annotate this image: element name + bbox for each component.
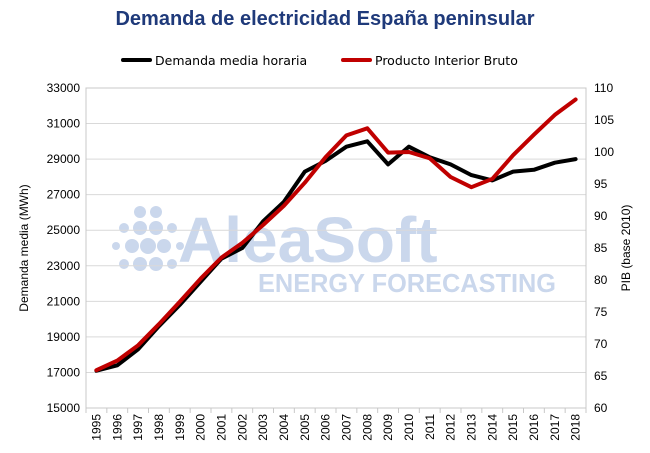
x-tick-label-2008: 2008	[360, 414, 374, 441]
watermark-dot-5	[167, 223, 177, 233]
y-tick-label-left-8: 31000	[47, 117, 81, 131]
x-tick-label-2011: 2011	[423, 414, 437, 440]
x-tick-label-2002: 2002	[235, 414, 249, 441]
grid-lines	[86, 87, 586, 409]
x-tick-label-2017: 2017	[548, 414, 562, 441]
y-tick-label-left-3: 21000	[47, 294, 81, 308]
y-tick-label-left-1: 17000	[47, 365, 81, 379]
y-tick-label-right-4: 80	[594, 273, 608, 287]
y-tick-label-right-6: 90	[594, 209, 608, 223]
y-tick-label-left-6: 27000	[47, 188, 81, 202]
watermark-dots-icon	[112, 206, 184, 271]
y-tick-label-left-7: 29000	[47, 152, 81, 166]
left-axis-ticks: 15000 17000 19000 21000 23000 25000 27000 29000…	[47, 81, 81, 415]
x-tick-label-2012: 2012	[444, 414, 458, 441]
y-tick-label-right-7: 95	[594, 177, 608, 191]
watermark-dot-13	[149, 257, 163, 271]
watermark-dot-10	[176, 242, 184, 250]
y-tick-label-right-5: 85	[594, 241, 608, 255]
watermark-dot-2	[119, 223, 129, 233]
x-tick-label-2005: 2005	[298, 414, 312, 441]
watermark-dot-3	[133, 221, 147, 235]
watermark-dot-9	[157, 239, 171, 253]
y-tick-label-left-0: 15000	[47, 401, 81, 415]
x-tick-label-1996: 1996	[110, 414, 124, 441]
x-tick-label-2016: 2016	[527, 414, 541, 441]
y-tick-label-left-9: 33000	[47, 81, 81, 95]
y-tick-label-right-3: 75	[594, 305, 608, 319]
x-tick-label-1998: 1998	[152, 414, 166, 441]
y-tick-label-right-1: 65	[594, 369, 608, 383]
x-tick-label-2010: 2010	[402, 414, 416, 441]
x-tick-label-2014: 2014	[485, 414, 499, 441]
legend-label-pib: Producto Interior Bruto	[375, 53, 518, 68]
aleasoft-watermark-logo: AleaSoft ENERGY FORECASTING	[112, 204, 556, 298]
watermark-tagline-text: ENERGY FORECASTING	[258, 268, 556, 298]
y-tick-label-right-8: 100	[594, 145, 614, 159]
x-tick-label-2007: 2007	[339, 414, 353, 441]
watermark-dot-11	[119, 259, 129, 269]
y-tick-label-right-9: 105	[594, 113, 614, 127]
watermark-dot-8	[140, 238, 156, 254]
watermark-dot-1	[150, 206, 162, 218]
y-tick-label-right-10: 110	[594, 81, 613, 95]
x-tick-label-2000: 2000	[194, 414, 208, 441]
x-tick-label-2001: 2001	[214, 414, 228, 441]
watermark-dot-0	[134, 206, 146, 218]
series-layer	[94, 97, 578, 373]
y-tick-label-left-4: 23000	[47, 259, 81, 273]
watermark-dot-7	[125, 239, 139, 253]
watermark-dot-6	[112, 242, 120, 250]
series-line-pib	[94, 97, 578, 373]
right-axis-ticks: 60 65 70 75 80 85 90 95 100 105 110	[594, 81, 614, 415]
x-axis-ticks: 1995 1996 1997 1998 1999 2000 2001 2002 2003 2004…	[85, 408, 587, 441]
y-tick-label-right-0: 60	[594, 401, 608, 415]
x-tick-label-2009: 2009	[381, 414, 395, 441]
y-tick-label-right-2: 70	[594, 337, 608, 351]
watermark-dot-14	[167, 259, 177, 269]
x-tick-label-1995: 1995	[89, 414, 103, 441]
chart-title: Demanda de electricidad España peninsula…	[115, 8, 535, 30]
x-tick-label-2018: 2018	[569, 414, 583, 441]
y-tick-label-left-2: 19000	[47, 330, 81, 344]
legend-label-demanda: Demanda media horaria	[155, 53, 307, 68]
watermark-brand-text: AleaSoft	[178, 204, 438, 276]
x-tick-label-2004: 2004	[277, 414, 291, 441]
x-tick-label-1997: 1997	[131, 414, 145, 441]
watermark-dot-4	[149, 221, 163, 235]
legend: Demanda media horaria Producto Interior …	[121, 53, 518, 68]
y-tick-label-left-5: 25000	[47, 223, 81, 237]
x-tick-label-1999: 1999	[173, 414, 187, 441]
x-tick-label-2006: 2006	[319, 414, 333, 441]
x-tick-label-2003: 2003	[256, 414, 270, 441]
left-axis-title: Demanda media (MWh)	[17, 184, 31, 311]
watermark-dot-12	[133, 257, 147, 271]
x-tick-label-2015: 2015	[506, 414, 520, 441]
right-axis-title: PIB (base 2010)	[619, 205, 633, 292]
x-tick-label-2013: 2013	[464, 414, 478, 441]
